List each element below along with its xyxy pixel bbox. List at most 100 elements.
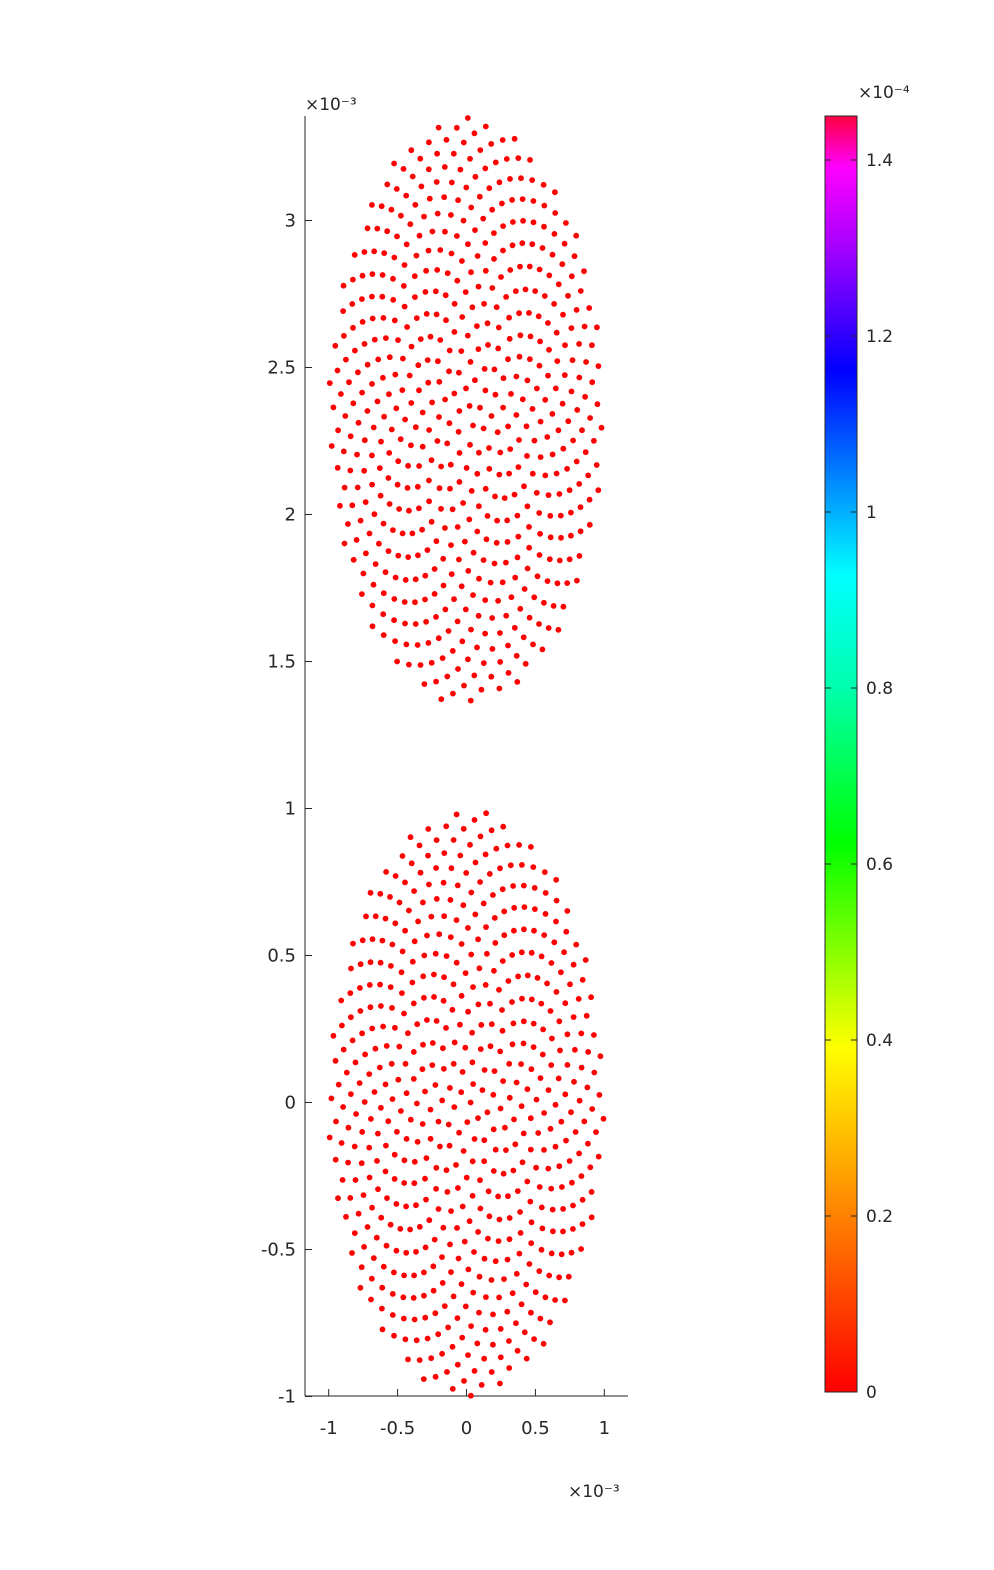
scatter-point [563, 928, 570, 935]
scatter-point [416, 387, 422, 394]
scatter-point [357, 985, 363, 991]
scatter-point [411, 938, 418, 945]
scatter-point [424, 357, 431, 363]
scatter-point [410, 1000, 417, 1007]
scatter-point [531, 927, 537, 934]
scatter-point [422, 1314, 429, 1321]
scatter-point [334, 367, 341, 374]
scatter-point [460, 902, 467, 909]
scatter-point [433, 614, 439, 620]
scatter-point [426, 498, 432, 505]
scatter-point [413, 315, 420, 321]
scatter-point [395, 458, 402, 465]
scatter-point [401, 1180, 408, 1186]
scatter-point [436, 414, 442, 420]
scatter-point [467, 155, 473, 162]
scatter-point [545, 320, 551, 326]
scatter-point [369, 481, 375, 488]
scatter-point [378, 438, 384, 445]
scatter-point [541, 293, 548, 299]
scatter-point [446, 368, 452, 375]
scatter-point [540, 1340, 547, 1347]
scatter-point [476, 965, 483, 972]
scatter-point [489, 615, 496, 621]
scatter-point [581, 268, 587, 275]
scatter-point [384, 228, 391, 235]
scatter-point [433, 179, 440, 185]
scatter-point [358, 1264, 365, 1271]
scatter-point [378, 1104, 384, 1111]
scatter-point [367, 959, 374, 966]
scatter-point [359, 591, 365, 597]
scatter-point [467, 841, 473, 848]
scatter-point [509, 1041, 516, 1048]
x-tick-label: -1 [320, 1418, 338, 1439]
scatter-point [482, 123, 489, 130]
scatter-point [463, 870, 470, 876]
scatter-point [383, 1142, 389, 1149]
scatter-point [517, 605, 524, 612]
scatter-point [519, 196, 526, 203]
scatter-point [458, 941, 465, 947]
scatter-point [445, 628, 452, 634]
scatter-point [552, 385, 559, 392]
scatter-point [407, 1226, 413, 1233]
scatter-point [532, 906, 538, 912]
scatter-point [587, 415, 593, 421]
scatter-point [546, 556, 553, 563]
scatter-point [448, 1208, 454, 1214]
scatter-point [579, 1221, 586, 1227]
scatter-point [500, 247, 506, 254]
scatter-point [384, 1195, 390, 1201]
scatter-point [485, 1235, 491, 1242]
scatter-point [471, 817, 478, 823]
scatter-point [460, 500, 466, 506]
y-tick-label: 1.5 [267, 652, 296, 673]
scatter-point [509, 999, 515, 1005]
scatter-point [527, 356, 533, 363]
scatter-point [464, 1119, 471, 1125]
scatter-point [353, 537, 360, 543]
scatter-point [375, 1186, 381, 1193]
scatter-point [386, 391, 392, 398]
scatter-point [462, 1044, 469, 1051]
scatter-point [440, 555, 447, 562]
scatter-point [379, 937, 386, 944]
scatter-point [455, 428, 462, 435]
scatter-point [389, 1005, 395, 1011]
scatter-point [538, 1000, 545, 1007]
scatter-point [519, 240, 526, 247]
scatter-point [504, 1256, 511, 1263]
scatter-point [332, 1057, 339, 1064]
scatter-point [521, 926, 527, 933]
scatter-point [526, 614, 533, 621]
scatter-point [371, 511, 378, 518]
scatter-point [511, 624, 518, 631]
scatter-point [451, 1039, 458, 1046]
scatter-point [495, 324, 502, 331]
scatter-point [453, 811, 460, 818]
scatter-point [429, 1040, 436, 1046]
scatter-point [436, 378, 443, 385]
scatter-point [505, 670, 512, 676]
scatter-point [559, 400, 566, 407]
scatter-point [393, 186, 400, 192]
scatter-point [530, 1044, 537, 1050]
scatter-point [470, 1289, 477, 1296]
scatter-point [440, 1224, 447, 1231]
scatter-point [433, 896, 440, 902]
scatter-point [490, 1311, 496, 1318]
scatter-point [428, 1355, 435, 1362]
scatter-point [396, 899, 403, 906]
scatter-point [512, 288, 519, 295]
scatter-point [555, 626, 562, 633]
scatter-point [501, 1276, 507, 1282]
scatter-point [347, 1195, 354, 1201]
scatter-point [462, 538, 468, 545]
scatter-point [422, 289, 429, 295]
scatter-point [513, 412, 520, 418]
scatter-point [491, 560, 498, 567]
scatter-point [516, 1250, 523, 1257]
scatter-point [495, 1238, 502, 1244]
scatter-point [403, 1090, 410, 1097]
